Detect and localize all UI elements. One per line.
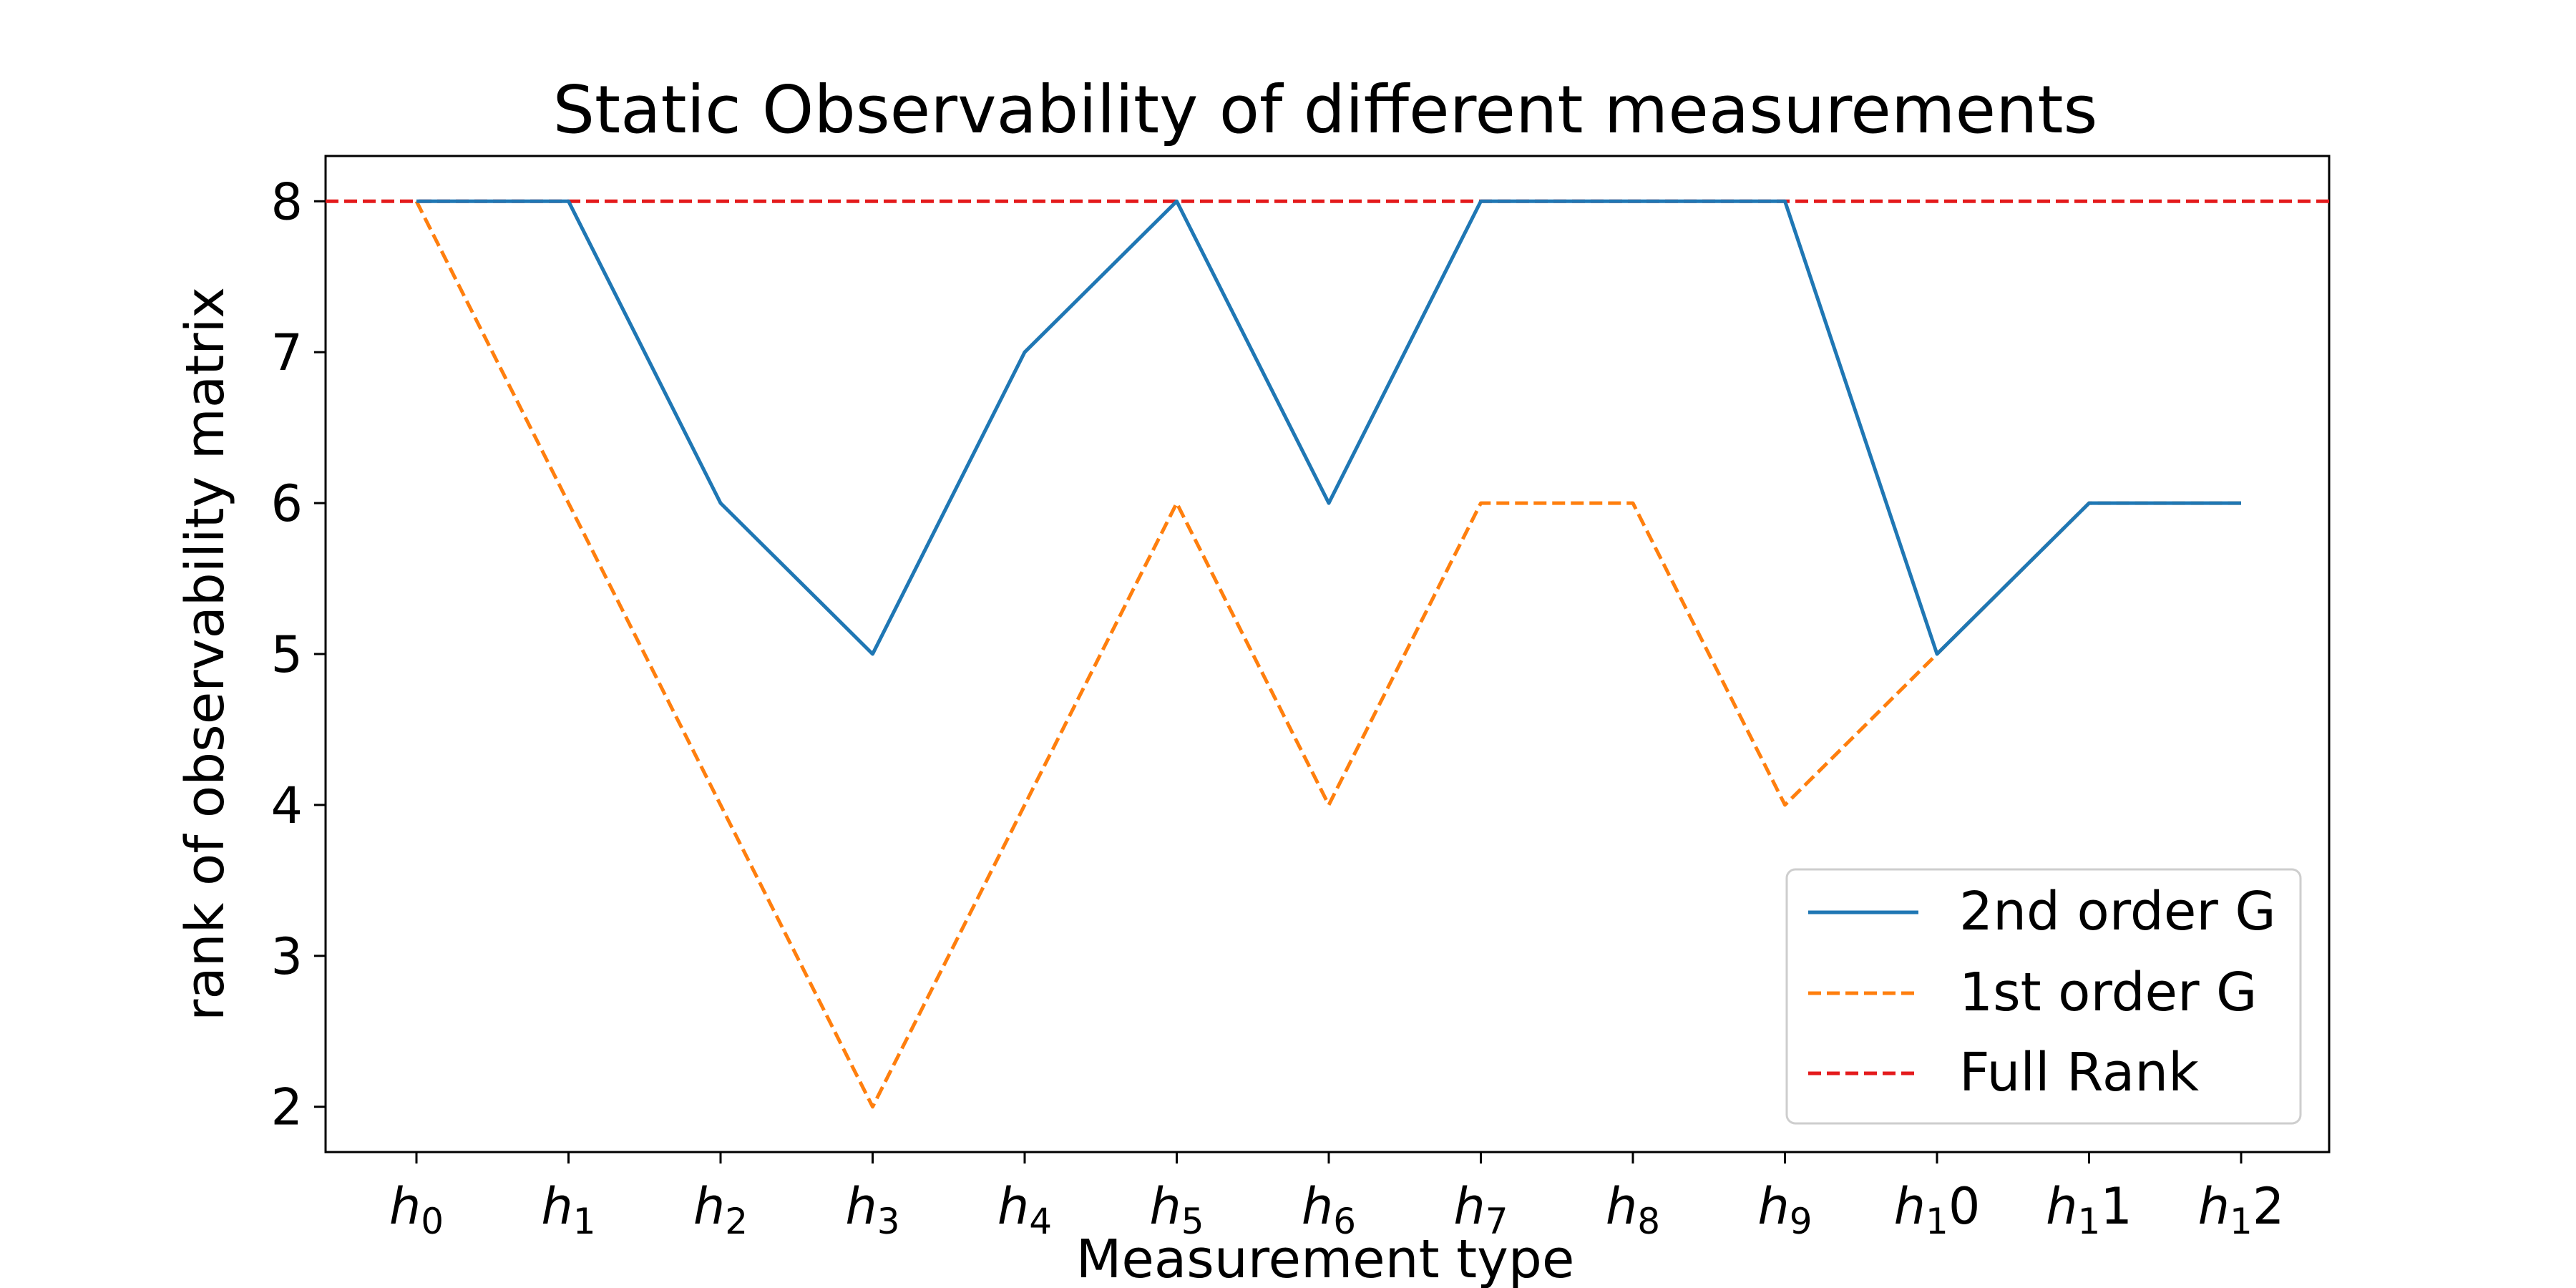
y-axis-label: rank of observability matrix: [175, 287, 236, 1021]
x-tick-label: h2: [693, 1177, 748, 1242]
y-tick-label: 6: [270, 474, 303, 533]
series-layer: [414, 199, 2241, 1109]
y-tick-label: 4: [270, 776, 303, 835]
legend-label-2nd-order: 2nd order G: [1959, 881, 2276, 942]
x-tick-label: h9: [1757, 1177, 1812, 1242]
x-tick-label: h3: [845, 1177, 899, 1242]
x-tick-label: h7: [1453, 1177, 1508, 1242]
x-tick-label: h11: [2046, 1177, 2132, 1242]
y-tick-label: 7: [270, 323, 303, 382]
legend-label-full-rank: Full Rank: [1959, 1042, 2199, 1103]
y-tick-label: 8: [270, 172, 303, 231]
y-tick-label: 5: [270, 625, 303, 684]
legend-box: [1785, 868, 2302, 1125]
legend: 2nd order G 1st order G Full Rank: [1785, 868, 2302, 1125]
x-tick-label: h6: [1302, 1177, 1356, 1242]
x-tick-label: h10: [1894, 1177, 1981, 1242]
x-axis: h0 h1 h2 h3 h4 h5 h6 h7 h8 h9 h10 h11 h12: [389, 1152, 2284, 1242]
x-tick-label: h4: [997, 1177, 1052, 1242]
chart-title: Static Observability of different measur…: [553, 72, 2098, 148]
x-tick-label: h1: [541, 1177, 595, 1242]
x-tick-label: h5: [1149, 1177, 1204, 1242]
x-tick-label: h8: [1606, 1177, 1660, 1242]
x-tick-label: h12: [2198, 1177, 2285, 1242]
y-tick-label: 3: [270, 927, 303, 986]
legend-label-1st-order: 1st order G: [1959, 962, 2257, 1023]
x-tick-label: h0: [389, 1177, 444, 1242]
y-tick-label: 2: [270, 1078, 303, 1137]
x-axis-label: Measurement type: [1076, 1229, 1575, 1288]
y-axis: 2 3 4 5 6 7 8: [270, 172, 326, 1137]
series-line-0: [416, 199, 2241, 656]
